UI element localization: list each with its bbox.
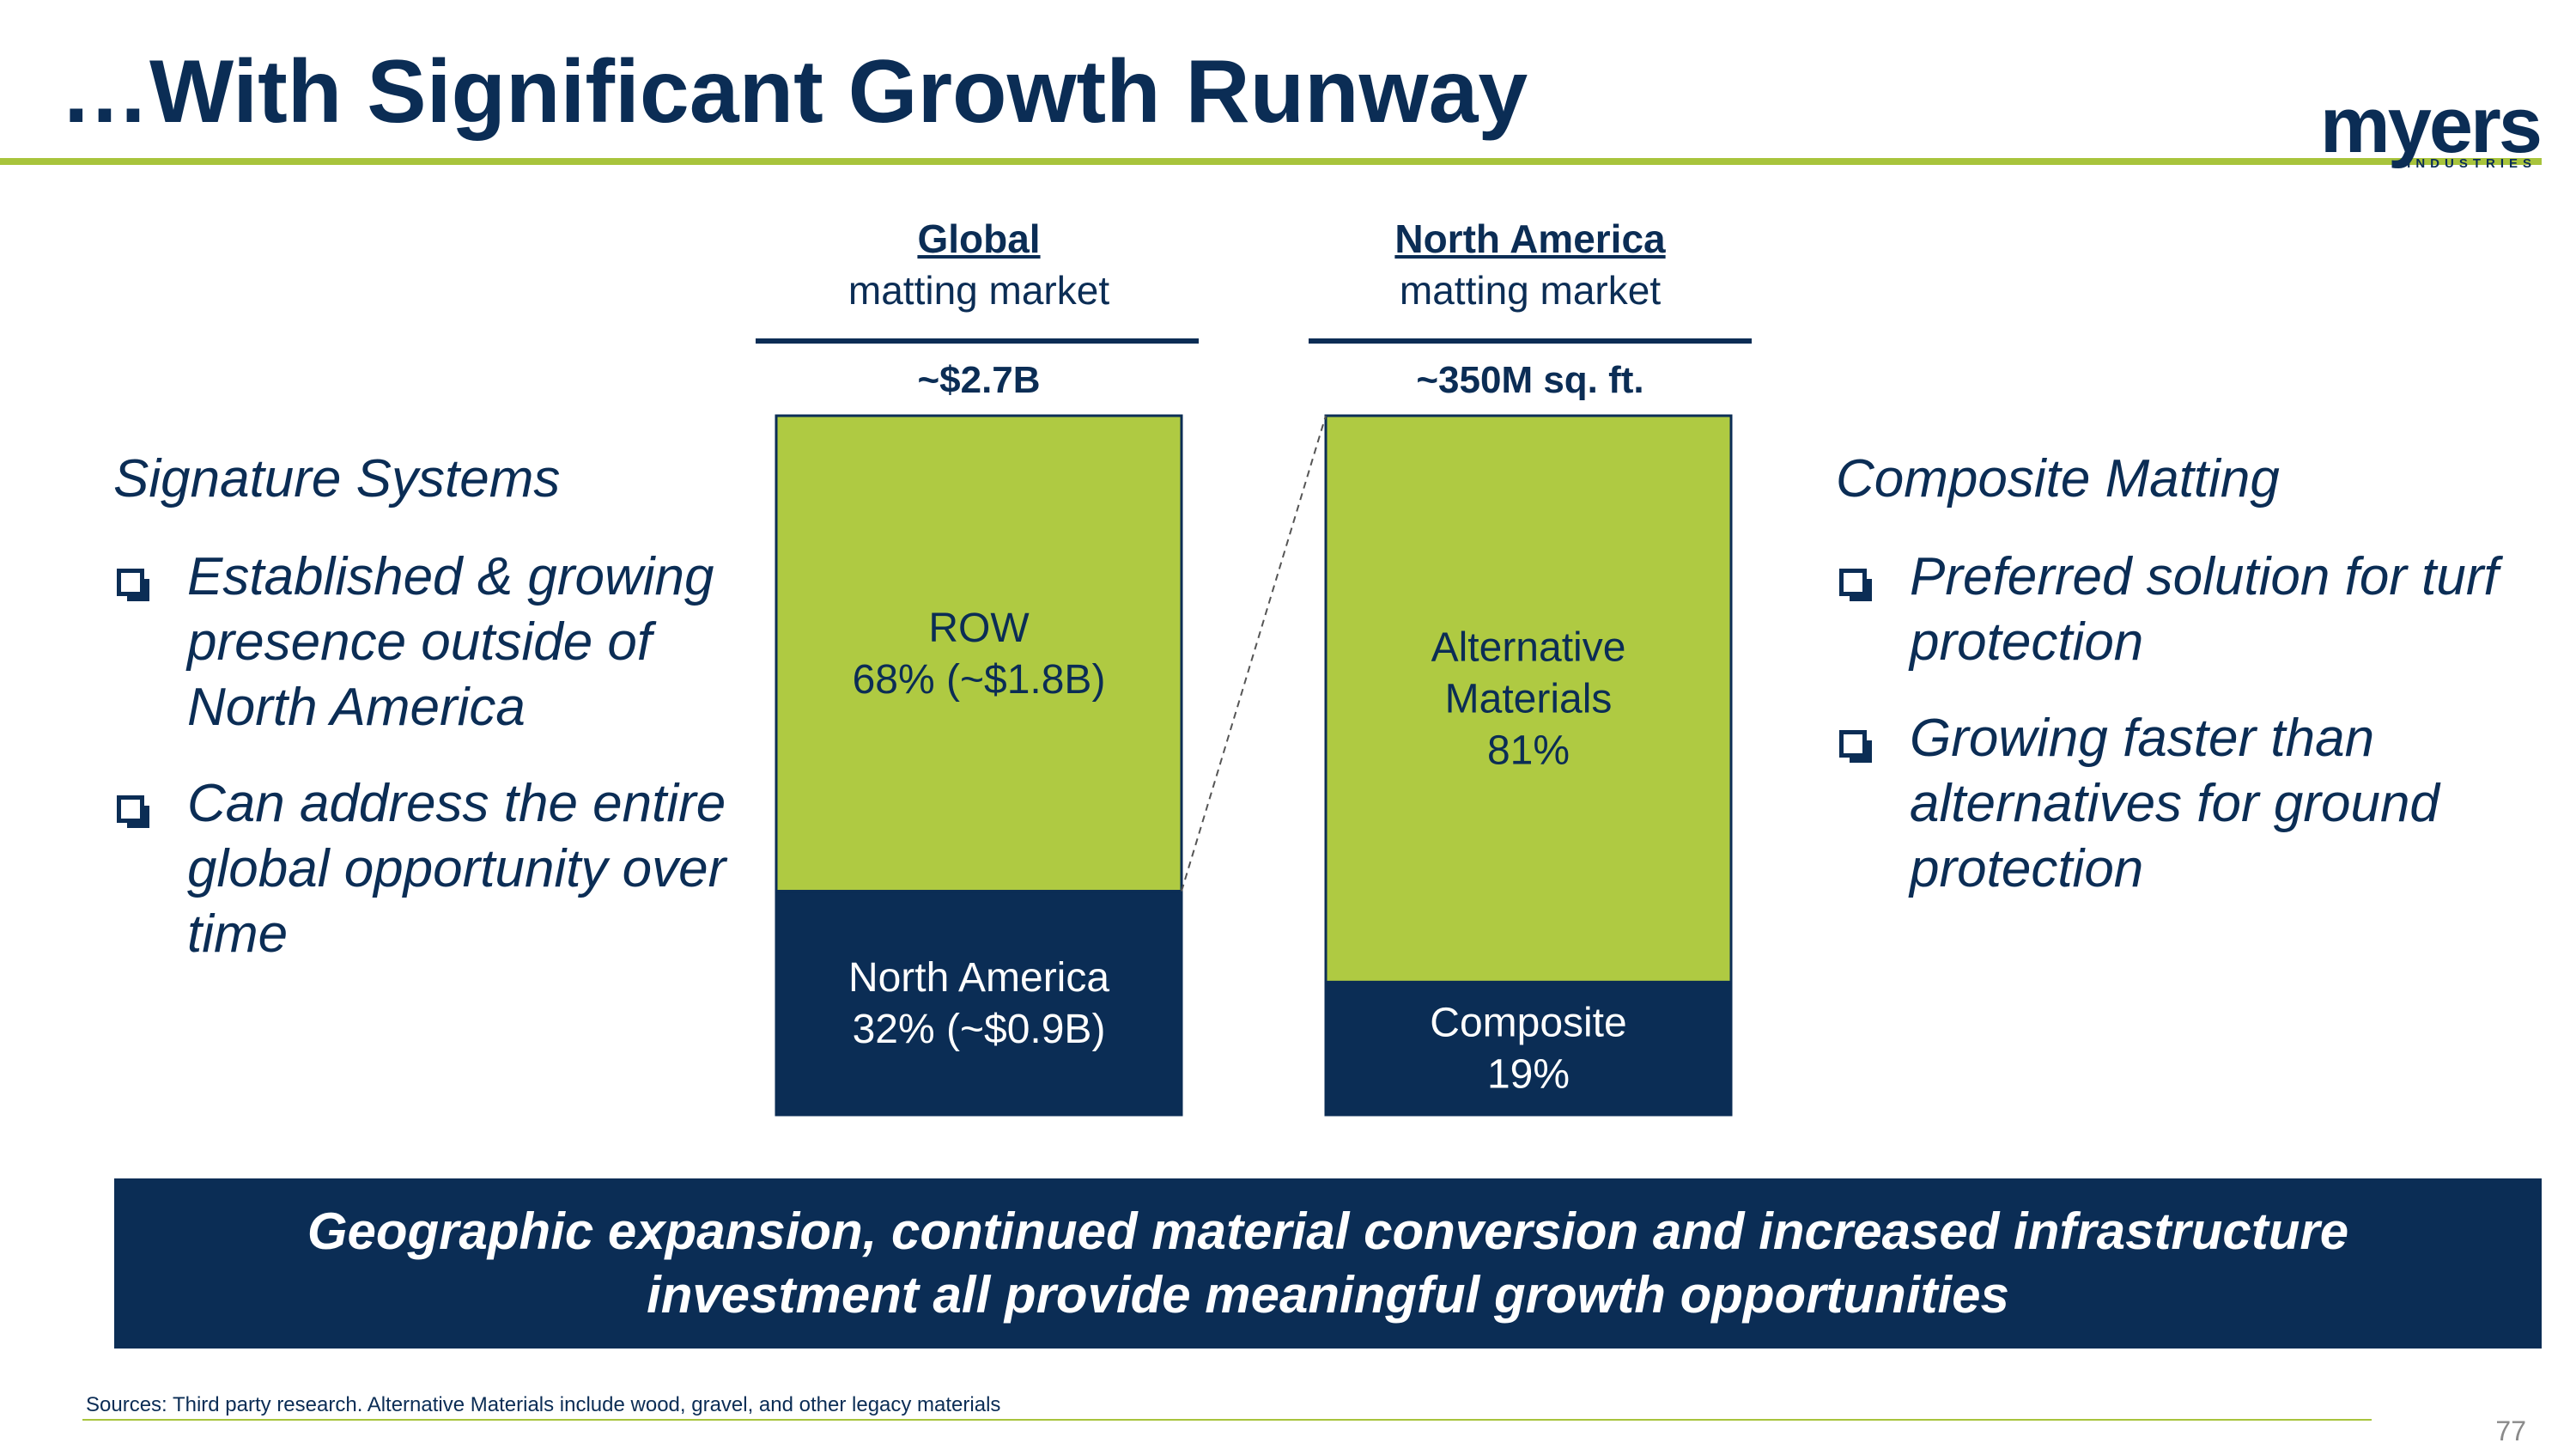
connector-line-top [1181, 415, 1327, 892]
right-bullet-2-text: Growing faster than alternatives for gro… [1910, 709, 2439, 898]
checkbox-bullet-icon [117, 569, 149, 601]
left-bullet-2-text: Can address the entire global opportunit… [187, 774, 726, 964]
bar-segment-na-bottom [1324, 980, 1733, 1117]
segment-label-global-top: ROW 68% (~$1.8B) [853, 606, 1106, 703]
left-bullet-1-text: Established & growing presence outside o… [187, 547, 714, 737]
checkbox-bullet-icon [1839, 730, 1872, 763]
segment-label-line: 19% [1487, 1052, 1570, 1098]
segment-label-line: 68% (~$1.8B) [853, 657, 1106, 703]
na-heading: North America [1394, 216, 1666, 261]
segment-label-global-bottom: North America 32% (~$0.9B) [848, 955, 1109, 1052]
right-bullet-1-text: Preferred solution for turf protection [1910, 547, 2499, 672]
right-bullet-1: Preferred solution for turf protection [1836, 545, 2540, 675]
checkbox-bullet-icon [1839, 569, 1872, 601]
global-total-label: ~$2.7B [917, 359, 1041, 401]
bar-segment-global-bottom [775, 890, 1183, 1117]
segment-label-line: 32% (~$0.9B) [853, 1007, 1106, 1052]
page-title: …With Significant Growth Runway [60, 42, 1528, 142]
footer-divider [82, 1419, 2372, 1421]
checkbox-bullet-icon [117, 795, 149, 828]
logo-subtitle: INDUSTRIES [2407, 156, 2537, 171]
na-subheading: matting market [1399, 268, 1662, 313]
segment-label-line: Alternative [1431, 625, 1626, 671]
segment-label-na-bottom: Composite 19% [1430, 1001, 1626, 1098]
bar-segment-na-top [1324, 414, 1733, 983]
global-subheading: matting market [848, 268, 1110, 313]
conclusion-banner: Geographic expansion, continued material… [114, 1178, 2542, 1349]
left-panel-title: Signature Systems [113, 449, 561, 508]
left-bullet-2: Can address the entire global opportunit… [113, 771, 766, 967]
segment-label-line: ROW [928, 606, 1030, 651]
banner-line-2: investment all provide meaningful growth… [647, 1266, 2009, 1324]
title-divider [0, 158, 2542, 165]
logo-wordmark: myers [2319, 82, 2543, 169]
na-heading-rule [1309, 338, 1752, 344]
page-number: 77 [2495, 1416, 2526, 1446]
source-footnote: Sources: Third party research. Alternati… [86, 1393, 1001, 1416]
company-logo: myers INDUSTRIES [2308, 82, 2543, 172]
na-column-heading: North America matting market [1307, 213, 1753, 316]
segment-label-line: Materials [1445, 677, 1613, 722]
banner-line-1: Geographic expansion, continued material… [307, 1202, 2349, 1260]
global-heading-rule [756, 338, 1199, 344]
global-column-heading: Global matting market [756, 213, 1202, 316]
segment-label-line: Composite [1430, 1001, 1626, 1046]
segment-label-na-top: Alternative Materials 81% [1431, 625, 1626, 774]
global-heading: Global [917, 216, 1041, 261]
left-bullet-1: Established & growing presence outside o… [113, 545, 766, 740]
na-total-label: ~350M sq. ft. [1416, 359, 1644, 401]
right-bullet-list: Preferred solution for turf protection G… [1836, 545, 2540, 933]
segment-label-line: North America [848, 955, 1109, 1001]
segment-label-line: 81% [1487, 728, 1570, 774]
right-panel-title: Composite Matting [1836, 449, 2280, 508]
right-bullet-2: Growing faster than alternatives for gro… [1836, 706, 2540, 902]
left-bullet-list: Established & growing presence outside o… [113, 545, 766, 998]
bar-segment-global-top [775, 414, 1183, 893]
